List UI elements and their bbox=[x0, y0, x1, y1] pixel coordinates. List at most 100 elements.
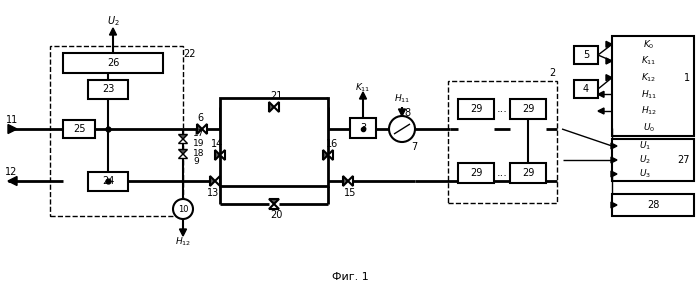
Text: 12: 12 bbox=[5, 167, 17, 177]
Text: ...: ... bbox=[496, 168, 507, 178]
Text: 3: 3 bbox=[360, 123, 366, 133]
Text: $U_2$: $U_2$ bbox=[639, 154, 651, 166]
Text: $K_{11}$: $K_{11}$ bbox=[355, 82, 370, 94]
Bar bbox=[350, 118, 376, 138]
Text: 14: 14 bbox=[211, 139, 223, 149]
Text: 9: 9 bbox=[193, 157, 199, 166]
Circle shape bbox=[173, 199, 193, 219]
Text: 26: 26 bbox=[107, 58, 120, 68]
Polygon shape bbox=[348, 176, 353, 186]
Text: Фиг. 1: Фиг. 1 bbox=[331, 272, 368, 282]
Bar bbox=[458, 99, 494, 119]
Polygon shape bbox=[215, 150, 220, 160]
Text: $U_1$: $U_1$ bbox=[639, 140, 651, 152]
Text: 16: 16 bbox=[326, 139, 338, 149]
Text: 15: 15 bbox=[344, 188, 356, 198]
Polygon shape bbox=[323, 150, 328, 160]
Text: $H_{12}$: $H_{12}$ bbox=[641, 105, 657, 117]
Text: 18: 18 bbox=[193, 148, 205, 157]
Polygon shape bbox=[269, 102, 274, 112]
Text: $K_{12}$: $K_{12}$ bbox=[641, 71, 656, 84]
Polygon shape bbox=[220, 150, 225, 160]
Polygon shape bbox=[606, 41, 612, 47]
Polygon shape bbox=[180, 229, 187, 236]
Text: 27: 27 bbox=[678, 155, 690, 165]
Bar bbox=[574, 46, 598, 64]
Text: $U_2$: $U_2$ bbox=[107, 14, 120, 28]
Bar bbox=[63, 53, 163, 73]
Polygon shape bbox=[178, 134, 187, 139]
Text: 10: 10 bbox=[178, 205, 188, 214]
Text: 23: 23 bbox=[102, 84, 114, 95]
Text: ...: ... bbox=[496, 104, 507, 114]
Polygon shape bbox=[611, 157, 617, 163]
Polygon shape bbox=[269, 199, 279, 204]
Polygon shape bbox=[343, 176, 348, 186]
Bar bbox=[63, 120, 95, 138]
Text: 11: 11 bbox=[6, 115, 18, 125]
Text: 7: 7 bbox=[411, 142, 417, 152]
Polygon shape bbox=[210, 176, 215, 186]
Text: 28: 28 bbox=[647, 200, 659, 210]
Bar bbox=[50, 46, 183, 216]
Polygon shape bbox=[611, 171, 617, 177]
Text: 24: 24 bbox=[102, 177, 114, 187]
Polygon shape bbox=[202, 124, 207, 134]
Polygon shape bbox=[598, 108, 604, 114]
Text: 5: 5 bbox=[583, 50, 589, 60]
Polygon shape bbox=[398, 109, 405, 116]
Text: 4: 4 bbox=[583, 84, 589, 94]
Text: 25: 25 bbox=[73, 124, 85, 134]
Text: $H_{11}$: $H_{11}$ bbox=[641, 88, 657, 101]
Polygon shape bbox=[178, 154, 187, 159]
Polygon shape bbox=[178, 139, 187, 143]
Polygon shape bbox=[606, 75, 612, 81]
Text: 17: 17 bbox=[193, 129, 205, 139]
Bar bbox=[220, 98, 328, 186]
Bar bbox=[88, 172, 128, 191]
Polygon shape bbox=[606, 58, 612, 64]
Polygon shape bbox=[598, 91, 604, 97]
Text: $K_{11}$: $K_{11}$ bbox=[641, 55, 656, 67]
Text: 29: 29 bbox=[522, 168, 534, 178]
Bar bbox=[612, 194, 694, 216]
Bar bbox=[612, 139, 694, 181]
Bar bbox=[510, 99, 546, 119]
Polygon shape bbox=[359, 92, 366, 99]
Polygon shape bbox=[328, 150, 333, 160]
Text: 8: 8 bbox=[404, 108, 410, 118]
Text: $H_{11}$: $H_{11}$ bbox=[394, 93, 410, 105]
Polygon shape bbox=[269, 204, 279, 209]
Bar bbox=[574, 80, 598, 98]
Text: 29: 29 bbox=[522, 104, 534, 114]
Text: $K_0$: $K_0$ bbox=[643, 38, 655, 51]
Circle shape bbox=[389, 116, 415, 142]
Bar bbox=[458, 163, 494, 183]
Text: 1: 1 bbox=[684, 73, 690, 83]
Text: 22: 22 bbox=[182, 49, 195, 59]
Bar bbox=[510, 163, 546, 183]
Text: 29: 29 bbox=[470, 168, 482, 178]
Bar bbox=[448, 81, 557, 203]
Text: 20: 20 bbox=[270, 210, 282, 220]
Polygon shape bbox=[197, 124, 202, 134]
Text: 21: 21 bbox=[270, 91, 282, 101]
Polygon shape bbox=[8, 177, 17, 185]
Polygon shape bbox=[274, 102, 279, 112]
Polygon shape bbox=[611, 202, 617, 208]
Text: 6: 6 bbox=[197, 113, 203, 123]
Text: $U_0$: $U_0$ bbox=[643, 121, 655, 134]
Polygon shape bbox=[611, 143, 617, 149]
Text: 19: 19 bbox=[193, 139, 205, 148]
Polygon shape bbox=[215, 176, 220, 186]
Bar bbox=[612, 36, 694, 136]
Text: $H_{12}$: $H_{12}$ bbox=[175, 236, 191, 248]
Text: $U_3$: $U_3$ bbox=[639, 168, 651, 180]
Text: 2: 2 bbox=[549, 68, 555, 78]
Polygon shape bbox=[110, 28, 117, 35]
Text: 13: 13 bbox=[207, 188, 219, 198]
Polygon shape bbox=[8, 125, 17, 134]
Polygon shape bbox=[178, 150, 187, 154]
Bar bbox=[88, 80, 128, 99]
Text: 29: 29 bbox=[470, 104, 482, 114]
